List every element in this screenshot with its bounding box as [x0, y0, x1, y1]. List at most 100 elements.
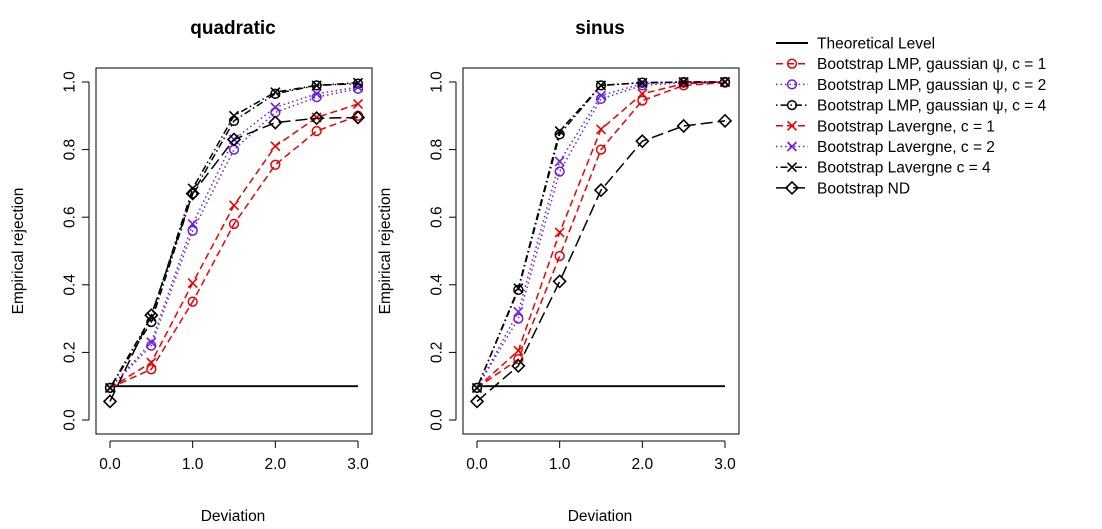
series-line: [109, 115, 359, 389]
data-point-x: [554, 125, 565, 137]
data-point-diamond: [717, 113, 733, 129]
data-point-x: [513, 306, 524, 317]
legend-item-theoretical-level: Theoretical Level: [776, 36, 935, 53]
series-bootstrap-lavergne-c-4: [471, 76, 731, 393]
y-axis-quadratic: 0.0 0.2 0.4 0.6 0.8 1.0: [62, 71, 90, 431]
x-tick-label: 3.0: [714, 456, 736, 473]
data-point-circle: [146, 364, 157, 375]
y-tick-label: 0.6: [429, 206, 446, 228]
y-tick-label: 0.8: [429, 139, 446, 161]
legend-label: Bootstrap LMP, gaussian ψ, c = 2: [817, 77, 1046, 94]
data-point-diamond: [511, 358, 526, 374]
data-point-diamond: [144, 308, 159, 323]
legend-marker-x: [786, 141, 798, 152]
y-axis-label-quadratic: Empirical rejection: [10, 188, 27, 315]
x-tick-label: 3.0: [347, 456, 369, 473]
legend-item-bootstrap-lmp-gaussian-c-4: Bootstrap LMP, gaussian ψ, c = 4: [776, 98, 1047, 115]
series-bootstrap-nd: [469, 113, 733, 409]
legend-item-bootstrap-lavergne-c-2: Bootstrap Lavergne, c = 2: [776, 139, 995, 156]
legend-marker-x: [786, 120, 798, 131]
y-tick-label: 0.0: [62, 409, 79, 431]
data-point-x: [270, 87, 281, 98]
legend-marker-x: [786, 162, 798, 173]
panel-title-sinus: sinus: [575, 18, 625, 39]
data-point-x: [513, 283, 524, 294]
data-point-x: [146, 357, 157, 368]
legend-label: Bootstrap Lavergne c = 4: [817, 160, 991, 177]
data-point-circle: [104, 382, 116, 394]
legend-item-bootstrap-lmp-gaussian-c-2: Bootstrap LMP, gaussian ψ, c = 2: [776, 77, 1046, 94]
data-point-diamond: [676, 118, 691, 134]
panel-title-quadratic: quadratic: [190, 18, 276, 39]
data-point-x: [678, 78, 689, 89]
x-axis-label-sinus: Deviation: [568, 508, 633, 525]
x-tick-label: 2.0: [265, 456, 287, 473]
data-point-circle: [187, 296, 198, 307]
panel-sinus: sinus 0.0 1.0 2.0 3.0 0.0 0.2 0.4 0.6 0.8 1.0 De…: [377, 18, 740, 525]
data-point-x: [352, 98, 364, 110]
y-tick-label: 1.0: [62, 71, 79, 93]
data-point-diamond: [593, 183, 609, 198]
plot-box-sinus: [462, 67, 740, 435]
data-point-circle: [595, 144, 607, 155]
data-point-circle: [270, 159, 281, 170]
series-bootstrap-nd: [102, 110, 366, 409]
legend-marker-circle: [786, 58, 798, 69]
data-point-x: [270, 141, 281, 152]
data-point-x: [595, 80, 607, 91]
legend-label: Bootstrap LMP, gaussian ψ, c = 1: [817, 56, 1046, 73]
series-line: [476, 120, 726, 402]
y-tick-label: 0.4: [429, 274, 446, 296]
data-point-diamond: [268, 115, 283, 130]
x-axis-sinus: 0.0 1.0 2.0 3.0: [466, 440, 736, 473]
series-line: [109, 116, 359, 402]
data-point-x: [104, 382, 116, 393]
y-tick-label: 0.8: [62, 139, 79, 161]
panel-quadratic: quadratic 0.0 1.0 2.0 3.0 0.0 0.2 0.4 0.6 0.8 1.…: [10, 18, 373, 525]
legend-item-bootstrap-lmp-gaussian-c-1: Bootstrap LMP, gaussian ψ, c = 1: [776, 56, 1046, 73]
y-axis-label-sinus: Empirical rejection: [377, 188, 394, 315]
legend-label: Bootstrap Lavergne, c = 1: [817, 118, 995, 135]
data-point-x: [270, 102, 281, 113]
legend-item-bootstrap-lavergne-c-4: Bootstrap Lavergne c = 4: [776, 160, 991, 177]
data-point-diamond: [102, 394, 118, 409]
series-line: [109, 88, 359, 389]
plot-box-quadratic: [95, 67, 373, 435]
data-point-diamond: [635, 134, 650, 149]
data-point-x: [719, 76, 731, 88]
data-point-x: [187, 278, 198, 289]
y-tick-label: 0.0: [429, 409, 446, 431]
data-point-x: [187, 218, 198, 230]
x-tick-label: 0.0: [466, 456, 488, 473]
x-axis-quadratic: 0.0 1.0 2.0 3.0: [99, 440, 369, 473]
y-tick-label: 0.6: [62, 206, 79, 228]
legend-label: Bootstrap LMP, gaussian ψ, c = 4: [817, 98, 1047, 115]
legend-marker-circle: [786, 99, 798, 111]
data-point-diamond: [552, 274, 567, 289]
data-point-x: [678, 76, 689, 88]
data-point-circle: [554, 250, 565, 262]
y-tick-label: 0.4: [62, 274, 79, 296]
data-point-x: [637, 88, 648, 99]
data-point-x: [311, 88, 322, 99]
legend-label: Bootstrap Lavergne, c = 2: [817, 139, 995, 156]
data-point-circle: [678, 76, 689, 88]
data-point-diamond: [350, 110, 366, 125]
data-point-circle: [471, 382, 483, 394]
data-point-circle: [637, 80, 648, 91]
x-tick-label: 1.0: [182, 456, 204, 473]
data-point-x: [595, 124, 607, 135]
legend-item-bootstrap-nd: Bootstrap ND: [776, 180, 910, 197]
data-point-circle: [637, 95, 648, 106]
y-axis-sinus: 0.0 0.2 0.4 0.6 0.8 1.0: [429, 71, 457, 431]
x-tick-label: 1.0: [549, 456, 571, 473]
x-axis-label-quadratic: Deviation: [201, 508, 266, 525]
legend: Theoretical Level Bootstrap LMP, gaussian…: [776, 36, 1047, 197]
data-point-x: [228, 200, 240, 211]
x-tick-label: 0.0: [99, 456, 121, 473]
data-point-circle: [228, 218, 240, 230]
data-point-circle: [513, 354, 524, 365]
data-point-x: [352, 82, 364, 93]
data-point-diamond: [469, 394, 485, 409]
